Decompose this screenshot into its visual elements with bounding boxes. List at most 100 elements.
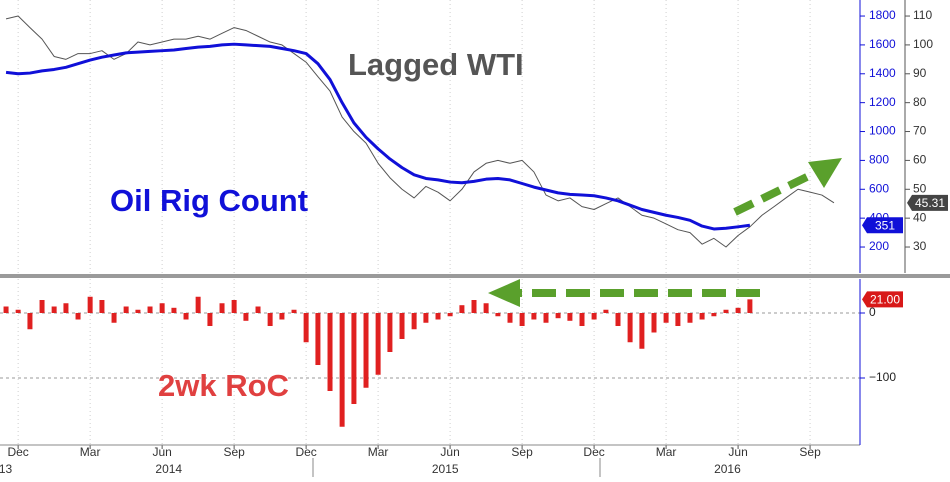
y2-tick-label: 50: [913, 181, 927, 195]
x-tick-label: Dec: [583, 445, 604, 459]
bar: [183, 313, 189, 320]
x-tick-label: Jun: [728, 445, 747, 459]
x-tick-label: Sep: [511, 445, 533, 459]
bar: [435, 313, 441, 320]
year-label: 2013: [0, 462, 13, 476]
y2-tick-label: 110: [913, 8, 932, 22]
y-tick-label: −100: [869, 370, 896, 384]
bar: [747, 299, 753, 313]
bar: [615, 313, 621, 326]
y2-tick-label: 30: [913, 239, 927, 253]
bar: [699, 313, 705, 320]
bar: [531, 313, 537, 320]
bar: [459, 305, 465, 313]
bar: [279, 313, 285, 320]
y-tick-label: 1400: [869, 66, 896, 80]
bar: [555, 313, 561, 319]
bar: [567, 313, 573, 321]
value-tag-label: 21.00: [870, 293, 900, 307]
x-tick-label: Sep: [223, 445, 245, 459]
y2-tick-label: 80: [913, 95, 927, 109]
bar: [411, 313, 417, 330]
y-tick-label: 800: [869, 153, 889, 167]
year-label: 2015: [432, 462, 459, 476]
bar: [423, 313, 429, 323]
bar: [243, 313, 249, 321]
x-tick-label: Dec: [295, 445, 316, 459]
bar: [627, 313, 633, 343]
bar: [375, 313, 381, 375]
bar: [507, 313, 513, 323]
y-tick-label: 1600: [869, 37, 896, 51]
bar: [591, 313, 597, 320]
bar: [543, 313, 549, 323]
bar: [39, 300, 45, 313]
bar: [447, 313, 453, 317]
x-tick-label: Dec: [7, 445, 28, 459]
bar: [471, 300, 477, 313]
bar: [111, 313, 117, 323]
bar: [723, 309, 729, 313]
x-tick-label: Mar: [80, 445, 101, 459]
bar: [123, 306, 129, 313]
bar: [687, 313, 693, 323]
bar: [315, 313, 321, 365]
bar: [15, 309, 21, 313]
up-arrow: [733, 158, 842, 216]
bar: [603, 309, 609, 313]
bar: [51, 306, 57, 313]
x-tick-label: Jun: [440, 445, 459, 459]
bar: [663, 313, 669, 323]
value-tag: [862, 291, 903, 308]
value-tag: [907, 194, 948, 211]
bar: [231, 300, 237, 313]
bar: [303, 313, 309, 343]
bar: [579, 313, 585, 326]
series-label: 2wk RoC: [158, 368, 289, 403]
year-label: 2014: [155, 462, 182, 476]
series-label: Lagged WTI: [348, 47, 524, 82]
series-line: [5, 42, 751, 231]
series-line: [5, 15, 835, 248]
bar: [147, 306, 153, 313]
panel-separator: [0, 274, 950, 278]
bar: [207, 313, 213, 326]
y2-tick-label: 40: [913, 210, 927, 224]
value-tag-label: 45.31: [915, 196, 945, 210]
y2-tick-label: 70: [913, 124, 927, 138]
bar: [291, 309, 297, 313]
bar: [675, 313, 681, 326]
value-tag: [862, 217, 903, 234]
bar: [27, 313, 33, 330]
series-label: Oil Rig Count: [110, 183, 308, 218]
bar: [387, 313, 393, 352]
bar: [135, 309, 141, 313]
bar: [651, 313, 657, 333]
y-tick-label: 0: [869, 305, 876, 319]
bar: [267, 313, 273, 326]
y-tick-label: 1800: [869, 8, 896, 22]
bar: [711, 313, 717, 317]
bar: [159, 303, 165, 313]
bar: [351, 313, 357, 404]
bar: [483, 303, 489, 313]
y-tick-label: 600: [869, 181, 889, 195]
y-tick-label: 1000: [869, 124, 896, 138]
x-tick-label: Sep: [799, 445, 821, 459]
bar: [99, 300, 105, 313]
bar: [399, 313, 405, 339]
bar: [495, 313, 501, 317]
bar: [339, 313, 345, 427]
bar: [63, 303, 69, 313]
bar: [519, 313, 525, 326]
y-tick-label: 200: [869, 239, 889, 253]
x-tick-label: Mar: [656, 445, 677, 459]
bar: [171, 307, 177, 313]
bar: [363, 313, 369, 388]
bar: [327, 313, 333, 391]
bar: [195, 296, 201, 313]
x-tick-label: Jun: [152, 445, 171, 459]
